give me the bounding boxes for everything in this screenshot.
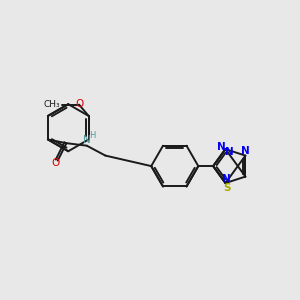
Text: N: N xyxy=(217,142,226,152)
Text: N: N xyxy=(241,146,250,156)
Text: S: S xyxy=(223,182,230,193)
Text: O: O xyxy=(52,158,60,169)
Text: H: H xyxy=(89,131,95,140)
Text: CH₃: CH₃ xyxy=(43,100,60,109)
Text: N: N xyxy=(225,147,234,157)
Text: O: O xyxy=(76,99,84,109)
Text: N: N xyxy=(83,135,91,145)
Text: N: N xyxy=(222,174,231,184)
